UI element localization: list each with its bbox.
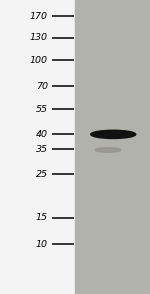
Text: 100: 100 [30, 56, 48, 65]
Ellipse shape [95, 148, 121, 152]
Text: 55: 55 [36, 105, 48, 114]
Text: 130: 130 [30, 33, 48, 42]
Text: 40: 40 [36, 130, 48, 139]
Text: 10: 10 [36, 240, 48, 248]
Text: 25: 25 [36, 170, 48, 178]
Text: 35: 35 [36, 145, 48, 153]
Text: 15: 15 [36, 213, 48, 222]
Ellipse shape [91, 130, 136, 138]
Bar [0, 0, 75, 294]
Text: 70: 70 [36, 82, 48, 91]
Text: 170: 170 [30, 12, 48, 21]
Bar [75, 0, 150, 294]
